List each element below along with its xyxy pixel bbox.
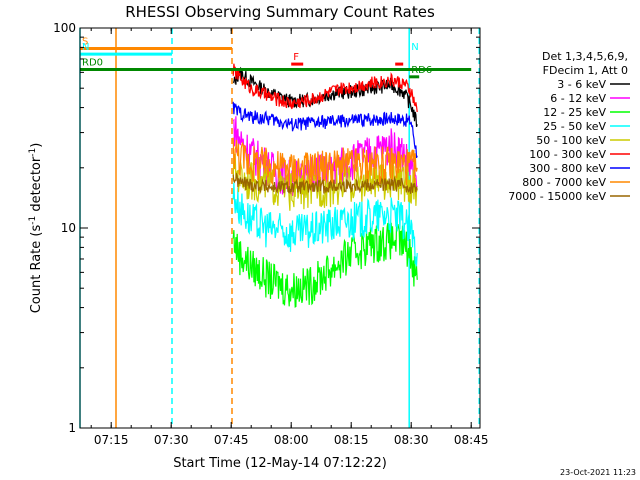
- legend-header-0: Det 1,3,4,5,6,9,: [542, 50, 628, 63]
- footer-date: 23-Oct-2021 11:23: [560, 468, 636, 477]
- legend-label-8: 7000 - 15000 keV: [508, 190, 606, 203]
- legend-label-2: 12 - 25 keV: [543, 106, 606, 119]
- y-tick-label-1: 10: [61, 221, 76, 235]
- x-tick-label-5: 08:30: [394, 433, 429, 447]
- series-line-0: [232, 66, 418, 128]
- flag-label-1: N: [82, 42, 89, 53]
- legend-label-5: 100 - 300 keV: [529, 148, 606, 161]
- x-tick-label-2: 07:45: [214, 433, 249, 447]
- flag-label-3: F: [293, 52, 299, 63]
- legend-label-6: 300 - 800 keV: [529, 162, 606, 175]
- legend-label-7: 800 - 7000 keV: [522, 176, 606, 189]
- series-line-8: [232, 173, 418, 194]
- series-line-2: [232, 222, 418, 308]
- legend-label-0: 3 - 6 keV: [557, 78, 606, 91]
- flag-label-2: N: [411, 42, 418, 53]
- flag-label-6: RD6: [411, 65, 432, 76]
- series-line-7: [232, 137, 418, 190]
- chart-title: RHESSI Observing Summary Count Rates: [125, 3, 435, 21]
- x-tick-label-3: 08:00: [274, 433, 309, 447]
- series-line-6: [232, 101, 418, 159]
- series-line-3: [232, 182, 418, 267]
- legend-label-3: 25 - 50 keV: [543, 120, 606, 133]
- legend-label-4: 50 - 100 keV: [536, 134, 606, 147]
- axes: 07:15 07:30 07:45 08:00 08:15 08:30 08:45 1 10 10…: [53, 21, 488, 447]
- legend-header-1: FDecim 1, Att 0: [543, 64, 628, 77]
- legend-label-1: 6 - 12 keV: [550, 92, 606, 105]
- x-tick-label-0: 07:15: [94, 433, 129, 447]
- legend: Det 1,3,4,5,6,9,FDecim 1, Att 03 - 6 keV…: [508, 50, 630, 203]
- y-axis-label: Count Rate (s-1 detector-1): [28, 143, 44, 314]
- x-tick-label-4: 08:15: [334, 433, 369, 447]
- y-tick-label-0: 1: [68, 421, 76, 435]
- plot-frame: [79, 27, 481, 429]
- x-tick-label-6: 08:45: [454, 433, 489, 447]
- flag-label-5: RD0: [82, 58, 103, 69]
- x-axis-label: Start Time (12-May-14 07:12:22): [173, 456, 387, 471]
- flag-label-0: S: [82, 36, 88, 47]
- series-line-5: [232, 63, 418, 113]
- y-tick-label-2: 100: [53, 21, 76, 35]
- x-tick-label-1: 07:30: [154, 433, 189, 447]
